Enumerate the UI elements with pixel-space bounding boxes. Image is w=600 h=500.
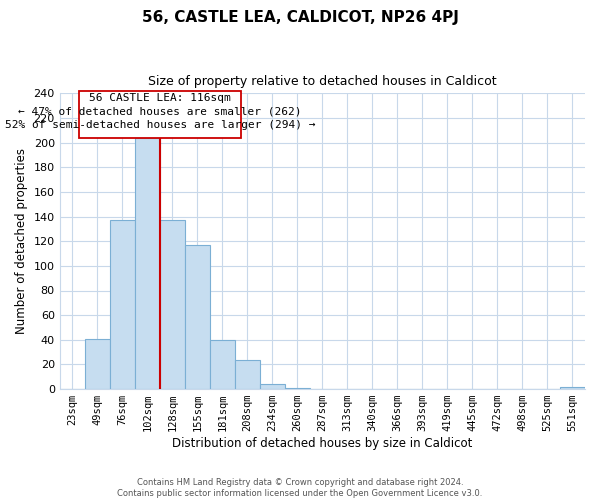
X-axis label: Distribution of detached houses by size in Caldicot: Distribution of detached houses by size … <box>172 437 473 450</box>
Text: 56 CASTLE LEA: 116sqm: 56 CASTLE LEA: 116sqm <box>89 94 231 104</box>
Bar <box>85 338 110 389</box>
Bar <box>160 220 185 389</box>
Text: 52% of semi-detached houses are larger (294) →: 52% of semi-detached houses are larger (… <box>5 120 316 130</box>
Bar <box>235 360 260 389</box>
Bar <box>185 245 210 389</box>
Bar <box>110 220 135 389</box>
Text: Contains HM Land Registry data © Crown copyright and database right 2024.
Contai: Contains HM Land Registry data © Crown c… <box>118 478 482 498</box>
FancyBboxPatch shape <box>79 91 241 138</box>
Bar <box>260 384 285 389</box>
Bar <box>135 138 160 389</box>
Bar <box>560 386 585 389</box>
Text: ← 47% of detached houses are smaller (262): ← 47% of detached houses are smaller (26… <box>19 106 302 117</box>
Title: Size of property relative to detached houses in Caldicot: Size of property relative to detached ho… <box>148 75 497 88</box>
Text: 56, CASTLE LEA, CALDICOT, NP26 4PJ: 56, CASTLE LEA, CALDICOT, NP26 4PJ <box>142 10 458 25</box>
Y-axis label: Number of detached properties: Number of detached properties <box>15 148 28 334</box>
Bar <box>285 388 310 389</box>
Bar <box>210 340 235 389</box>
